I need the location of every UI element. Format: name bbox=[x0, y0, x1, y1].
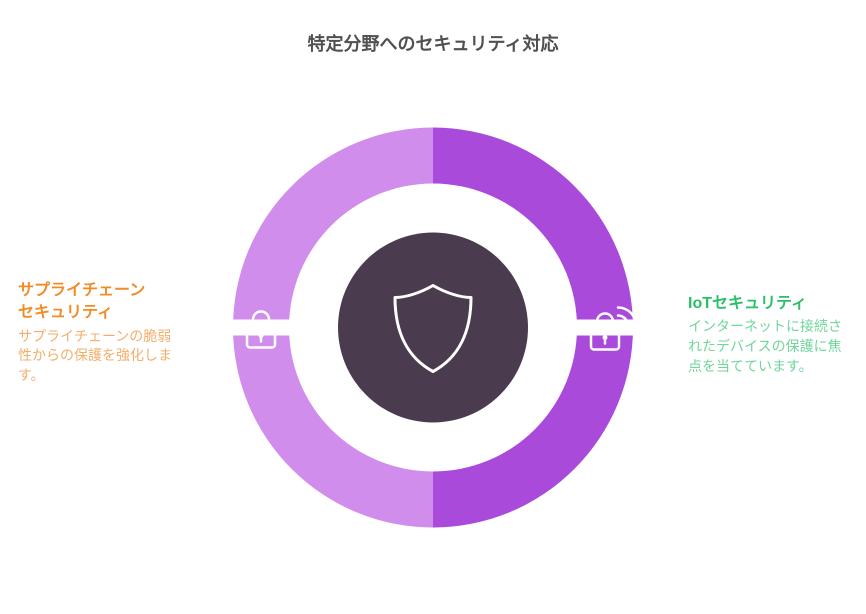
right-heading: IoTセキュリティ bbox=[688, 293, 848, 315]
center-circle bbox=[338, 233, 528, 423]
ring-gap-left bbox=[223, 320, 303, 336]
left-heading-line1: サプライチェーン bbox=[18, 282, 145, 299]
security-ring-diagram bbox=[213, 108, 653, 553]
right-label-block: IoTセキュリティ インターネットに接続されたデバイスの保護に焦点を当てています… bbox=[688, 293, 848, 376]
left-label-block: サプライチェーン セキュリティ サプライチェーンの脆弱性からの保護を強化します。 bbox=[18, 280, 178, 386]
left-heading-line2: セキュリティ bbox=[18, 304, 113, 321]
left-desc: サプライチェーンの脆弱性からの保護を強化します。 bbox=[18, 327, 178, 386]
right-desc: インターネットに接続されたデバイスの保護に焦点を当てています。 bbox=[688, 317, 848, 376]
left-heading: サプライチェーン セキュリティ bbox=[18, 280, 178, 325]
page-title: 特定分野へのセキュリティ対応 bbox=[0, 30, 866, 56]
